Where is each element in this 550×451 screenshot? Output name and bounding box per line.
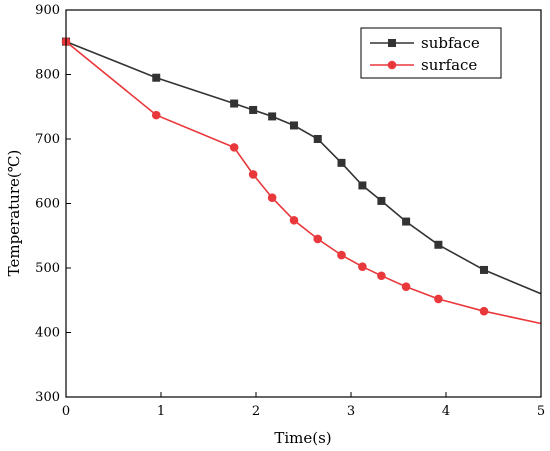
y-tick-label: 300 [35,390,60,405]
x-tick-label: 4 [442,404,450,419]
surface-point [377,271,386,281]
x-tick-label: 1 [157,404,165,419]
y-axis-ticks: 300 400 500 600 700 800 900 [35,3,71,405]
y-tick-label: 400 [35,326,60,341]
x-axis-label: Time(s) [274,429,331,447]
chart-marks [61,37,542,325]
surface-point [479,306,489,316]
y-tick-label: 800 [35,68,60,83]
surface-point [434,294,443,304]
subface-point [358,181,367,190]
subface-point [402,217,411,226]
subface-point [230,99,239,108]
surface-point [358,262,367,272]
x-tick-label: 2 [252,404,260,419]
x-tick-label: 0 [62,404,70,419]
subface-point [337,158,346,167]
y-tick-label: 900 [35,3,60,18]
legend-subface-label: subface [421,34,480,52]
legend-box [360,27,502,79]
legend: subface surface [360,27,502,79]
subface-point [434,240,443,249]
y-tick-label: 600 [35,197,60,212]
subface-point [152,73,161,82]
surface-point [337,250,346,260]
subface-point [377,196,386,205]
subface-point [480,265,488,274]
surface-point [267,193,277,202]
subface-point [290,121,298,130]
subface-point [268,112,277,121]
legend-subface-marker [388,39,396,47]
surface-series-line [65,40,542,325]
subface-point [249,105,258,114]
surface-point [229,143,239,152]
x-tick-label: 3 [347,404,355,419]
legend-surface-label: surface [421,56,477,74]
surface-point [248,170,258,179]
subface-point [313,135,322,143]
x-tick-label: 5 [537,404,545,419]
y-tick-label: 500 [35,261,60,276]
y-axis-label: Temperature(℃) [5,150,23,277]
x-axis-ticks: 0 1 2 3 4 5 [62,392,545,419]
surface-point [289,215,299,225]
surface-point [401,282,411,292]
y-tick-label: 700 [35,132,60,147]
subface-series-line [65,40,542,295]
legend-surface-marker [387,60,397,70]
surface-point [313,234,323,244]
surface-point [151,110,161,120]
